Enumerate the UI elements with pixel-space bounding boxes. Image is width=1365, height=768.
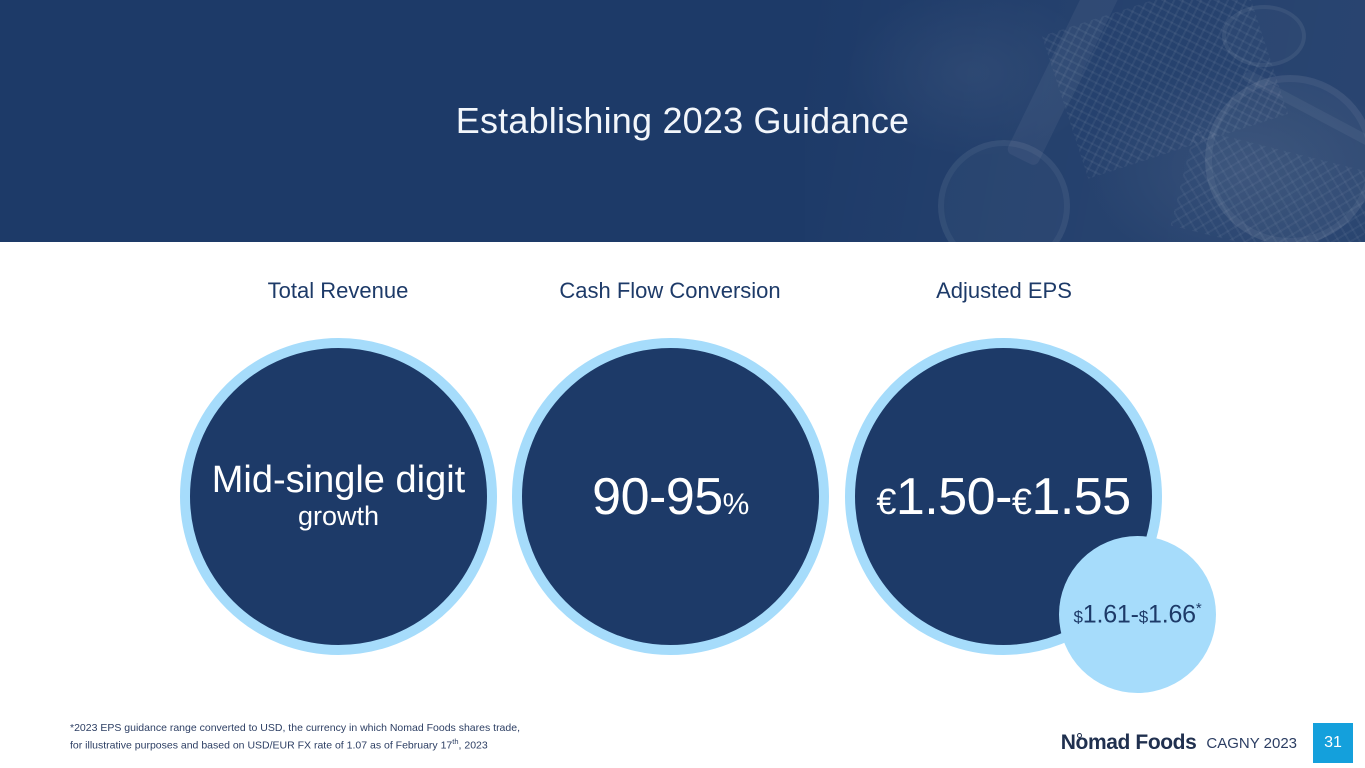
usd-high: 1.66 [1148, 600, 1196, 629]
metric-label-cash-flow-conversion: Cash Flow Conversion [559, 278, 781, 303]
logo-ring-accent-icon [1076, 733, 1082, 738]
euro-symbol-low: € [876, 480, 896, 522]
eps-low: 1.50 [895, 467, 996, 526]
metric-circle-cash-flow-conversion: 90-95% [512, 338, 829, 655]
percent-symbol: % [722, 487, 750, 521]
metric-circle-adjusted-eps: €1.50-€1.55 [845, 338, 1162, 655]
header-background-photo [0, 0, 1365, 242]
metric-label-adjusted-eps: Adjusted EPS [936, 278, 1072, 303]
footnote: *2023 EPS guidance range converted to US… [70, 721, 770, 753]
metric-value-cash-flow-conversion: 90-95% [592, 471, 749, 523]
euro-symbol-high: € [1011, 480, 1032, 522]
footer-brand: Nomad Foods CAGNY 2023 31 [1061, 718, 1365, 768]
nomad-foods-logo-text: Nomad Foods [1060, 731, 1197, 754]
header-photo-wash [805, 0, 1365, 242]
footnote-ordinal-suffix: th [452, 737, 459, 746]
footnote-line-2-text: for illustrative purposes and based on U… [70, 739, 453, 752]
footnote-line-2-year: , 2023 [458, 739, 488, 752]
event-name: CAGNY 2023 [1206, 734, 1297, 752]
usd-conversion-value: $1.61-$1.66* [1073, 600, 1201, 629]
metric-circle-total-revenue: Mid-single digit growth [180, 338, 497, 655]
metric-value-adjusted-eps: €1.50-€1.55 [876, 467, 1131, 526]
nomad-foods-logo: Nomad Foods [1061, 731, 1197, 755]
eps-separator: - [995, 467, 1012, 526]
dollar-symbol-low: $ [1073, 607, 1083, 627]
cash-flow-range: 90-95 [592, 467, 723, 526]
footnote-marker: * [1195, 599, 1202, 617]
dollar-symbol-high: $ [1138, 607, 1149, 627]
slide-header: Establishing 2023 Guidance [0, 0, 1365, 242]
usd-conversion-bubble: $1.61-$1.66* [1059, 536, 1216, 693]
footnote-line-2: for illustrative purposes and based on U… [70, 735, 770, 753]
usd-separator: - [1130, 600, 1139, 629]
page-number-badge: 31 [1313, 723, 1353, 763]
usd-low: 1.61 [1082, 600, 1131, 629]
page-title: Establishing 2023 Guidance [455, 100, 910, 141]
metric-value-total-revenue: Mid-single digit [211, 458, 466, 501]
eps-high: 1.55 [1031, 467, 1131, 526]
footnote-line-1: *2023 EPS guidance range converted to US… [70, 722, 520, 734]
metric-label-total-revenue: Total Revenue [267, 278, 409, 303]
metric-subvalue-total-revenue: growth [297, 501, 380, 532]
